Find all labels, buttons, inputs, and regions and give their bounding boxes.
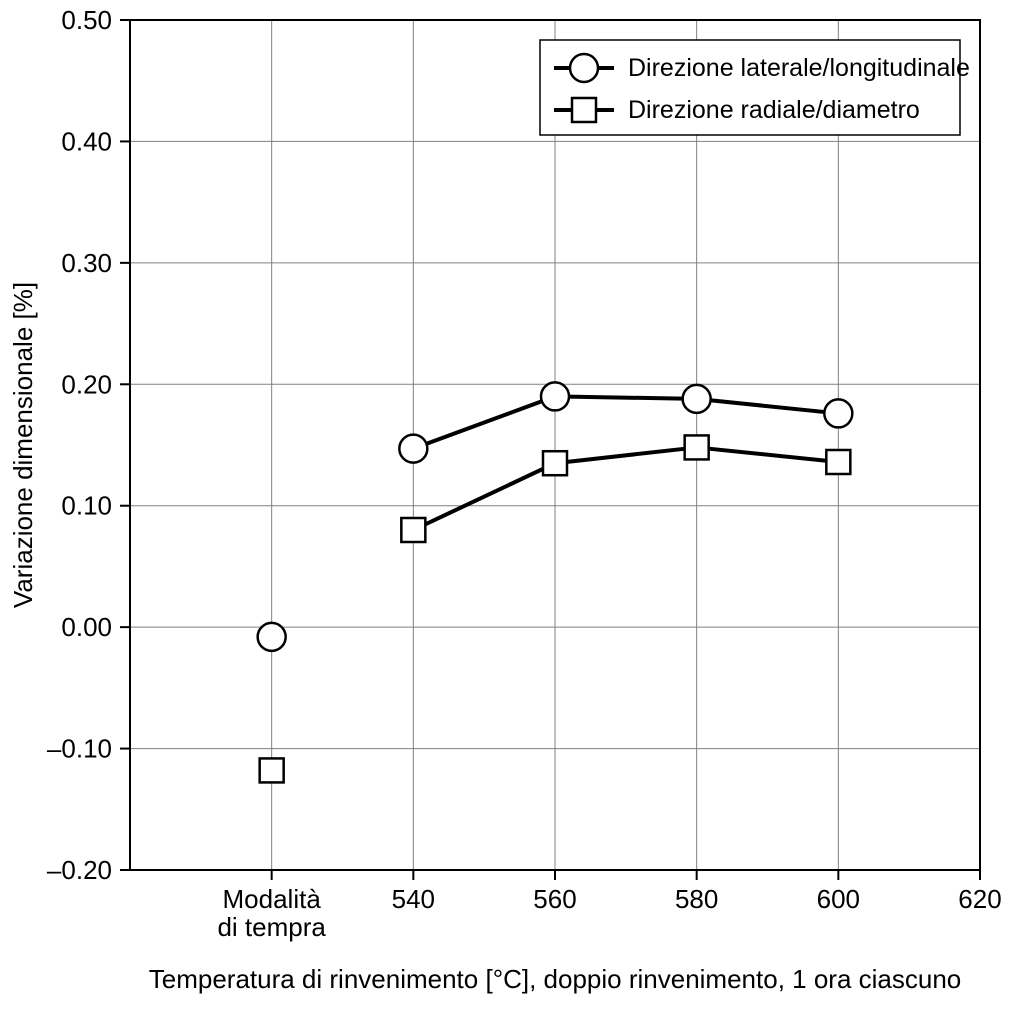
square-marker [401,518,425,542]
circle-marker [541,382,569,410]
y-tick-label: 0.10 [61,491,112,521]
x-tick-label: di tempra [217,912,326,942]
x-tick-label: 600 [817,884,860,914]
square-marker [543,451,567,475]
x-axis-title: Temperatura di rinvenimento [°C], doppio… [149,964,962,994]
circle-marker [824,399,852,427]
square-marker [260,758,284,782]
chart-container: Modalitàdi tempra 540 560 580 600 620 –0.20 –0.… [0,0,1024,1022]
y-tick-label: 0.40 [61,126,112,156]
x-tick-label: Modalità [223,884,322,914]
circle-marker [570,54,598,82]
y-tick-label: 0.20 [61,369,112,399]
y-axis-title: Variazione dimensionale [%] [8,282,38,608]
y-tick-label: 0.50 [61,5,112,35]
square-marker [826,450,850,474]
line-chart: Modalitàdi tempra 540 560 580 600 620 –0.20 –0.… [0,0,1024,1022]
square-marker [685,435,709,459]
x-tick-label: 580 [675,884,718,914]
x-tick-label: 540 [392,884,435,914]
square-marker [572,98,596,122]
y-tick-label: –0.10 [47,734,112,764]
circle-marker [258,623,286,651]
legend-label: Direzione radiale/diametro [628,96,920,124]
y-tick-label: –0.20 [47,855,112,885]
y-tick-label: 0.30 [61,248,112,278]
x-tick-label: 620 [958,884,1001,914]
legend-label: Direzione laterale/longitudinale [628,54,970,82]
y-tick-label: 0.00 [61,612,112,642]
x-tick-label: 560 [533,884,576,914]
circle-marker [399,435,427,463]
circle-marker [683,385,711,413]
